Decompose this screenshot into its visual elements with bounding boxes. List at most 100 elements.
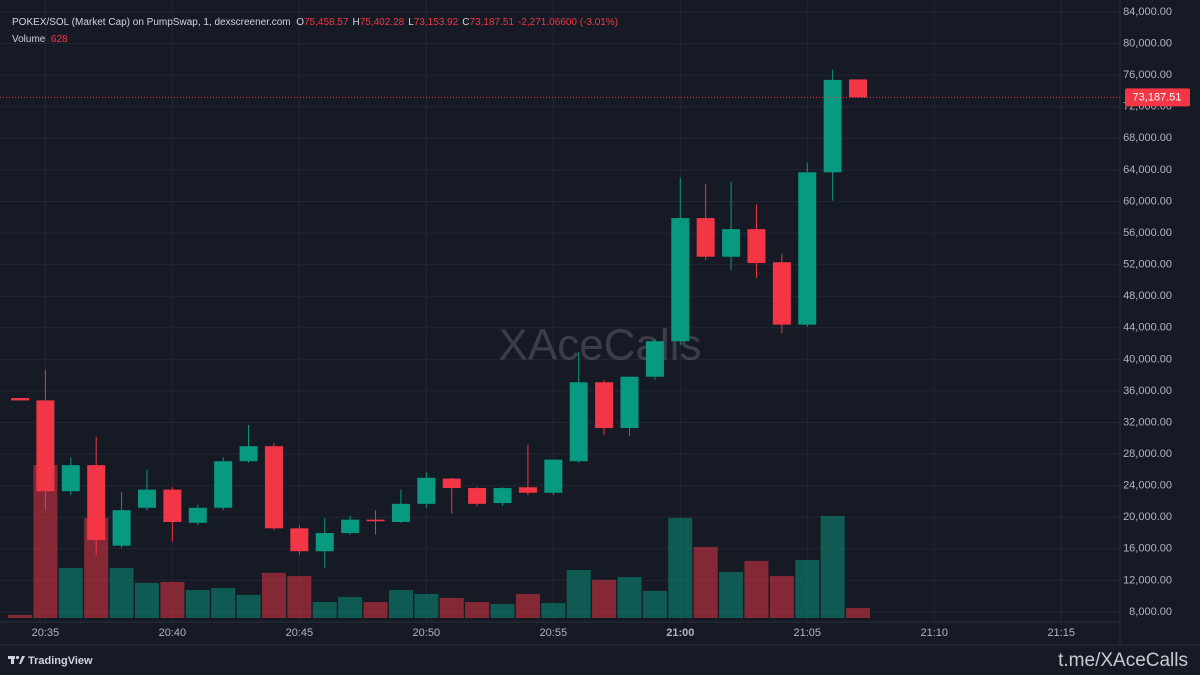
legend-row: Volume 628: [12, 31, 622, 48]
candle-body: [264, 446, 283, 529]
volume-bar: [642, 590, 667, 618]
x-tick-label: 20:45: [286, 627, 314, 639]
volume-bar: [744, 560, 769, 618]
candle-body: [544, 459, 563, 493]
y-tick-label: 40,000.00: [1123, 353, 1172, 365]
candle-body: [417, 477, 436, 504]
volume-bar: [566, 570, 591, 618]
y-tick-label: 64,000.00: [1123, 164, 1172, 176]
volume-value: 628: [50, 34, 68, 45]
volume-bar: [795, 559, 820, 618]
candle-body: [239, 446, 258, 462]
volume-bar: [719, 571, 744, 618]
candle-body: [620, 376, 639, 429]
last-price-label: 73,187.51: [1133, 91, 1182, 103]
candle-body: [468, 488, 487, 504]
candle-body: [391, 503, 410, 522]
candle-body: [493, 488, 512, 504]
y-tick-label: 56,000.00: [1123, 227, 1172, 239]
x-tick-label: 21:10: [920, 627, 948, 639]
ohlc-label: H: [352, 17, 360, 28]
volume-bar: [693, 546, 718, 618]
y-tick-label: 60,000.00: [1123, 195, 1172, 207]
y-tick-label: 84,000.00: [1123, 6, 1172, 18]
volume-bar: [287, 575, 312, 618]
candle-body: [61, 465, 80, 492]
candle-body: [518, 487, 537, 493]
volume-bar: [312, 602, 337, 618]
y-tick-label: 12,000.00: [1123, 574, 1172, 586]
y-tick-label: 16,000.00: [1123, 543, 1172, 555]
candle-body: [36, 400, 55, 492]
symbol-title: POKEX/SOL (Market Cap) on PumpSwap, 1, d…: [12, 17, 291, 28]
volume-bar: [261, 572, 286, 618]
y-tick-label: 28,000.00: [1123, 448, 1172, 460]
candle-body: [11, 398, 29, 401]
candle-body: [595, 382, 614, 429]
volume-bar: [388, 589, 413, 618]
candle-body: [696, 218, 715, 257]
candle-body: [722, 229, 741, 257]
volume-bar: [363, 602, 388, 618]
candle-body: [112, 510, 131, 546]
candle-body: [290, 528, 309, 552]
volume-bar: [820, 516, 845, 618]
volume-bar: [490, 603, 515, 618]
volume-bar: [592, 579, 617, 618]
change: -2,271.06600 (-3.01%): [518, 17, 619, 28]
volume-bar: [185, 589, 210, 618]
volume-bar: [338, 596, 363, 618]
volume-bar: [58, 567, 83, 618]
y-tick-label: 20,000.00: [1123, 511, 1172, 523]
y-tick-label: 80,000.00: [1123, 37, 1172, 49]
y-tick-label: 44,000.00: [1123, 322, 1172, 334]
volume-bar: [439, 597, 464, 618]
ohlc-value: 75,402.28: [359, 17, 405, 28]
candle-body: [87, 465, 106, 541]
x-tick-label: 20:50: [413, 627, 441, 639]
candle-body: [163, 489, 182, 522]
last-price-tag: [1125, 88, 1190, 107]
candle-body: [442, 478, 461, 489]
ohlc-value: 73,187.51: [469, 17, 515, 28]
y-tick-label: 68,000.00: [1123, 132, 1172, 144]
candle-body: [645, 341, 664, 377]
y-tick-label: 36,000.00: [1123, 385, 1172, 397]
candle-body: [315, 533, 334, 552]
candle-body: [747, 229, 766, 264]
volume-bar: [134, 582, 159, 618]
ohlc: O75,458.57 H75,402.28 L73,153.92 C73,187.51: [296, 17, 518, 28]
x-tick-label: 21:00: [666, 627, 694, 639]
x-tick-label: 20:55: [540, 627, 568, 639]
volume-label: Volume: [12, 34, 46, 45]
candle-body: [366, 519, 385, 522]
y-tick-label: 24,000.00: [1123, 480, 1172, 492]
candle-body: [188, 507, 207, 523]
candle-body: [772, 262, 791, 325]
volume-bar: [515, 593, 540, 618]
brand: TradingView: [28, 655, 93, 667]
volume-bar: [541, 603, 566, 618]
ohlc-label: C: [462, 17, 470, 28]
volume-bar: [668, 517, 693, 618]
candle-body: [137, 489, 156, 508]
x-tick-label: 21:15: [1047, 627, 1075, 639]
volume-bar: [414, 593, 439, 618]
candle-body: [823, 79, 842, 173]
y-tick-label: 8,000.00: [1129, 606, 1172, 618]
volume-bar: [8, 614, 32, 618]
tv-logo: [8, 655, 25, 664]
volume-bar: [160, 581, 185, 618]
x-tick-label: 20:35: [32, 627, 60, 639]
candle-body: [214, 461, 233, 508]
ohlc-label: L: [408, 17, 414, 28]
y-tick-label: 32,000.00: [1123, 416, 1172, 428]
candle-body: [798, 172, 817, 325]
x-tick-label: 20:40: [159, 627, 187, 639]
ohlc-value: 75,458.57: [303, 17, 349, 28]
volume-bar: [211, 588, 236, 618]
ohlc-value: 73,153.92: [413, 17, 459, 28]
